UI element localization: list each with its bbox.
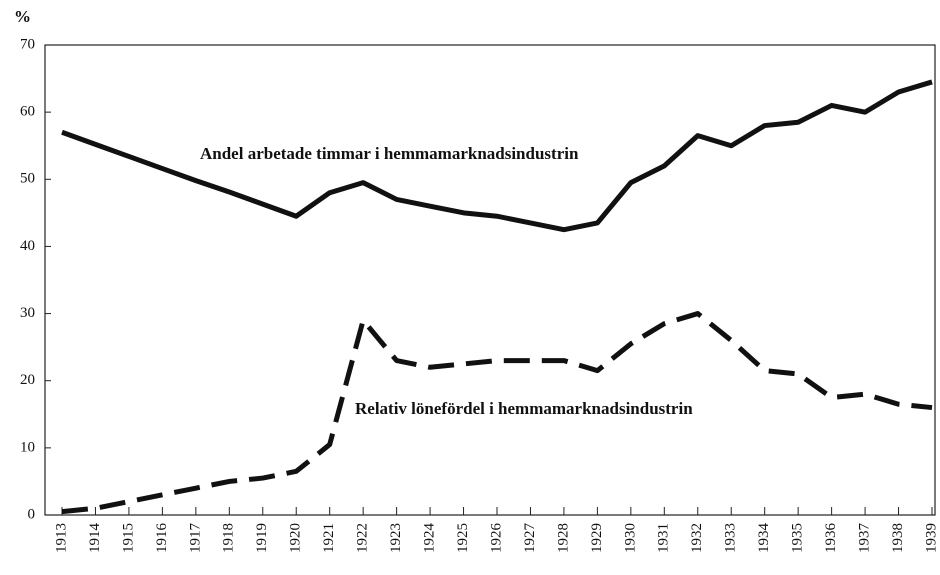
line-series <box>61 311 933 515</box>
y-axis-label: % <box>14 7 31 26</box>
plot-frame <box>44 44 936 516</box>
x-tick-label: 1915 <box>120 523 136 553</box>
x-tick-label: 1916 <box>154 523 170 554</box>
x-tick-label: 1922 <box>355 523 371 553</box>
x-tick-label: 1930 <box>622 523 638 553</box>
x-tick-label: 1936 <box>823 523 839 554</box>
x-tick-label: 1938 <box>890 523 906 553</box>
y-tick-label: 10 <box>20 439 35 455</box>
x-tick-label: 1914 <box>87 523 103 554</box>
y-tick-label: 0 <box>28 506 36 522</box>
x-tick-label: 1913 <box>53 523 69 553</box>
x-tick-label: 1921 <box>321 523 337 553</box>
y-tick-label: 30 <box>20 305 35 321</box>
x-tick-label: 1937 <box>857 523 873 554</box>
x-tick-label: 1931 <box>656 523 672 553</box>
x-tick-label: 1918 <box>221 523 237 553</box>
x-tick-label: 1923 <box>388 523 404 553</box>
series-annotation: Relativ lönefördel i hemmamarknadsindust… <box>355 399 693 418</box>
series-annotation: Andel arbetade timmar i hemmamarknadsind… <box>200 144 579 163</box>
x-tick-label: 1939 <box>923 523 939 553</box>
x-tick-label: 1935 <box>790 523 806 553</box>
y-tick-label: 40 <box>20 238 35 254</box>
x-tick-label: 1926 <box>488 523 504 554</box>
x-tick-label: 1933 <box>723 523 739 553</box>
x-tick-label: 1929 <box>589 523 605 553</box>
y-tick-label: 50 <box>20 171 35 187</box>
x-tick-label: 1925 <box>455 523 471 553</box>
y-tick-label: 60 <box>20 104 35 120</box>
x-tick-label: 1928 <box>555 523 571 553</box>
x-tick-label: 1917 <box>187 523 203 554</box>
x-tick-label: 1919 <box>254 523 270 553</box>
x-tick-label: 1927 <box>522 523 538 554</box>
line-series <box>61 79 933 233</box>
y-tick-label: 20 <box>20 372 35 388</box>
x-tick-label: 1934 <box>756 523 772 554</box>
y-tick-label: 70 <box>20 36 35 52</box>
x-tick-label: 1932 <box>689 523 705 553</box>
x-tick-label: 1920 <box>288 523 304 553</box>
x-tick-label: 1924 <box>422 523 438 554</box>
